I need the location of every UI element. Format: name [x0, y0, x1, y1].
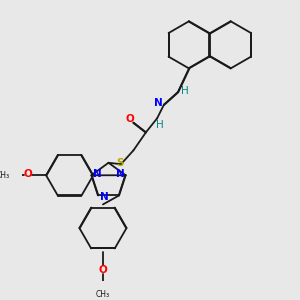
Text: N: N	[154, 98, 163, 108]
Text: O: O	[126, 114, 134, 124]
Text: N: N	[93, 169, 102, 179]
Text: O: O	[99, 265, 107, 275]
Text: S: S	[116, 158, 123, 168]
Text: H: H	[181, 85, 189, 96]
Text: CH₃: CH₃	[96, 290, 110, 299]
Text: H: H	[156, 120, 164, 130]
Text: CH₃: CH₃	[0, 171, 10, 180]
Text: O: O	[24, 169, 32, 179]
Text: N: N	[116, 169, 124, 179]
Text: N: N	[100, 192, 108, 202]
